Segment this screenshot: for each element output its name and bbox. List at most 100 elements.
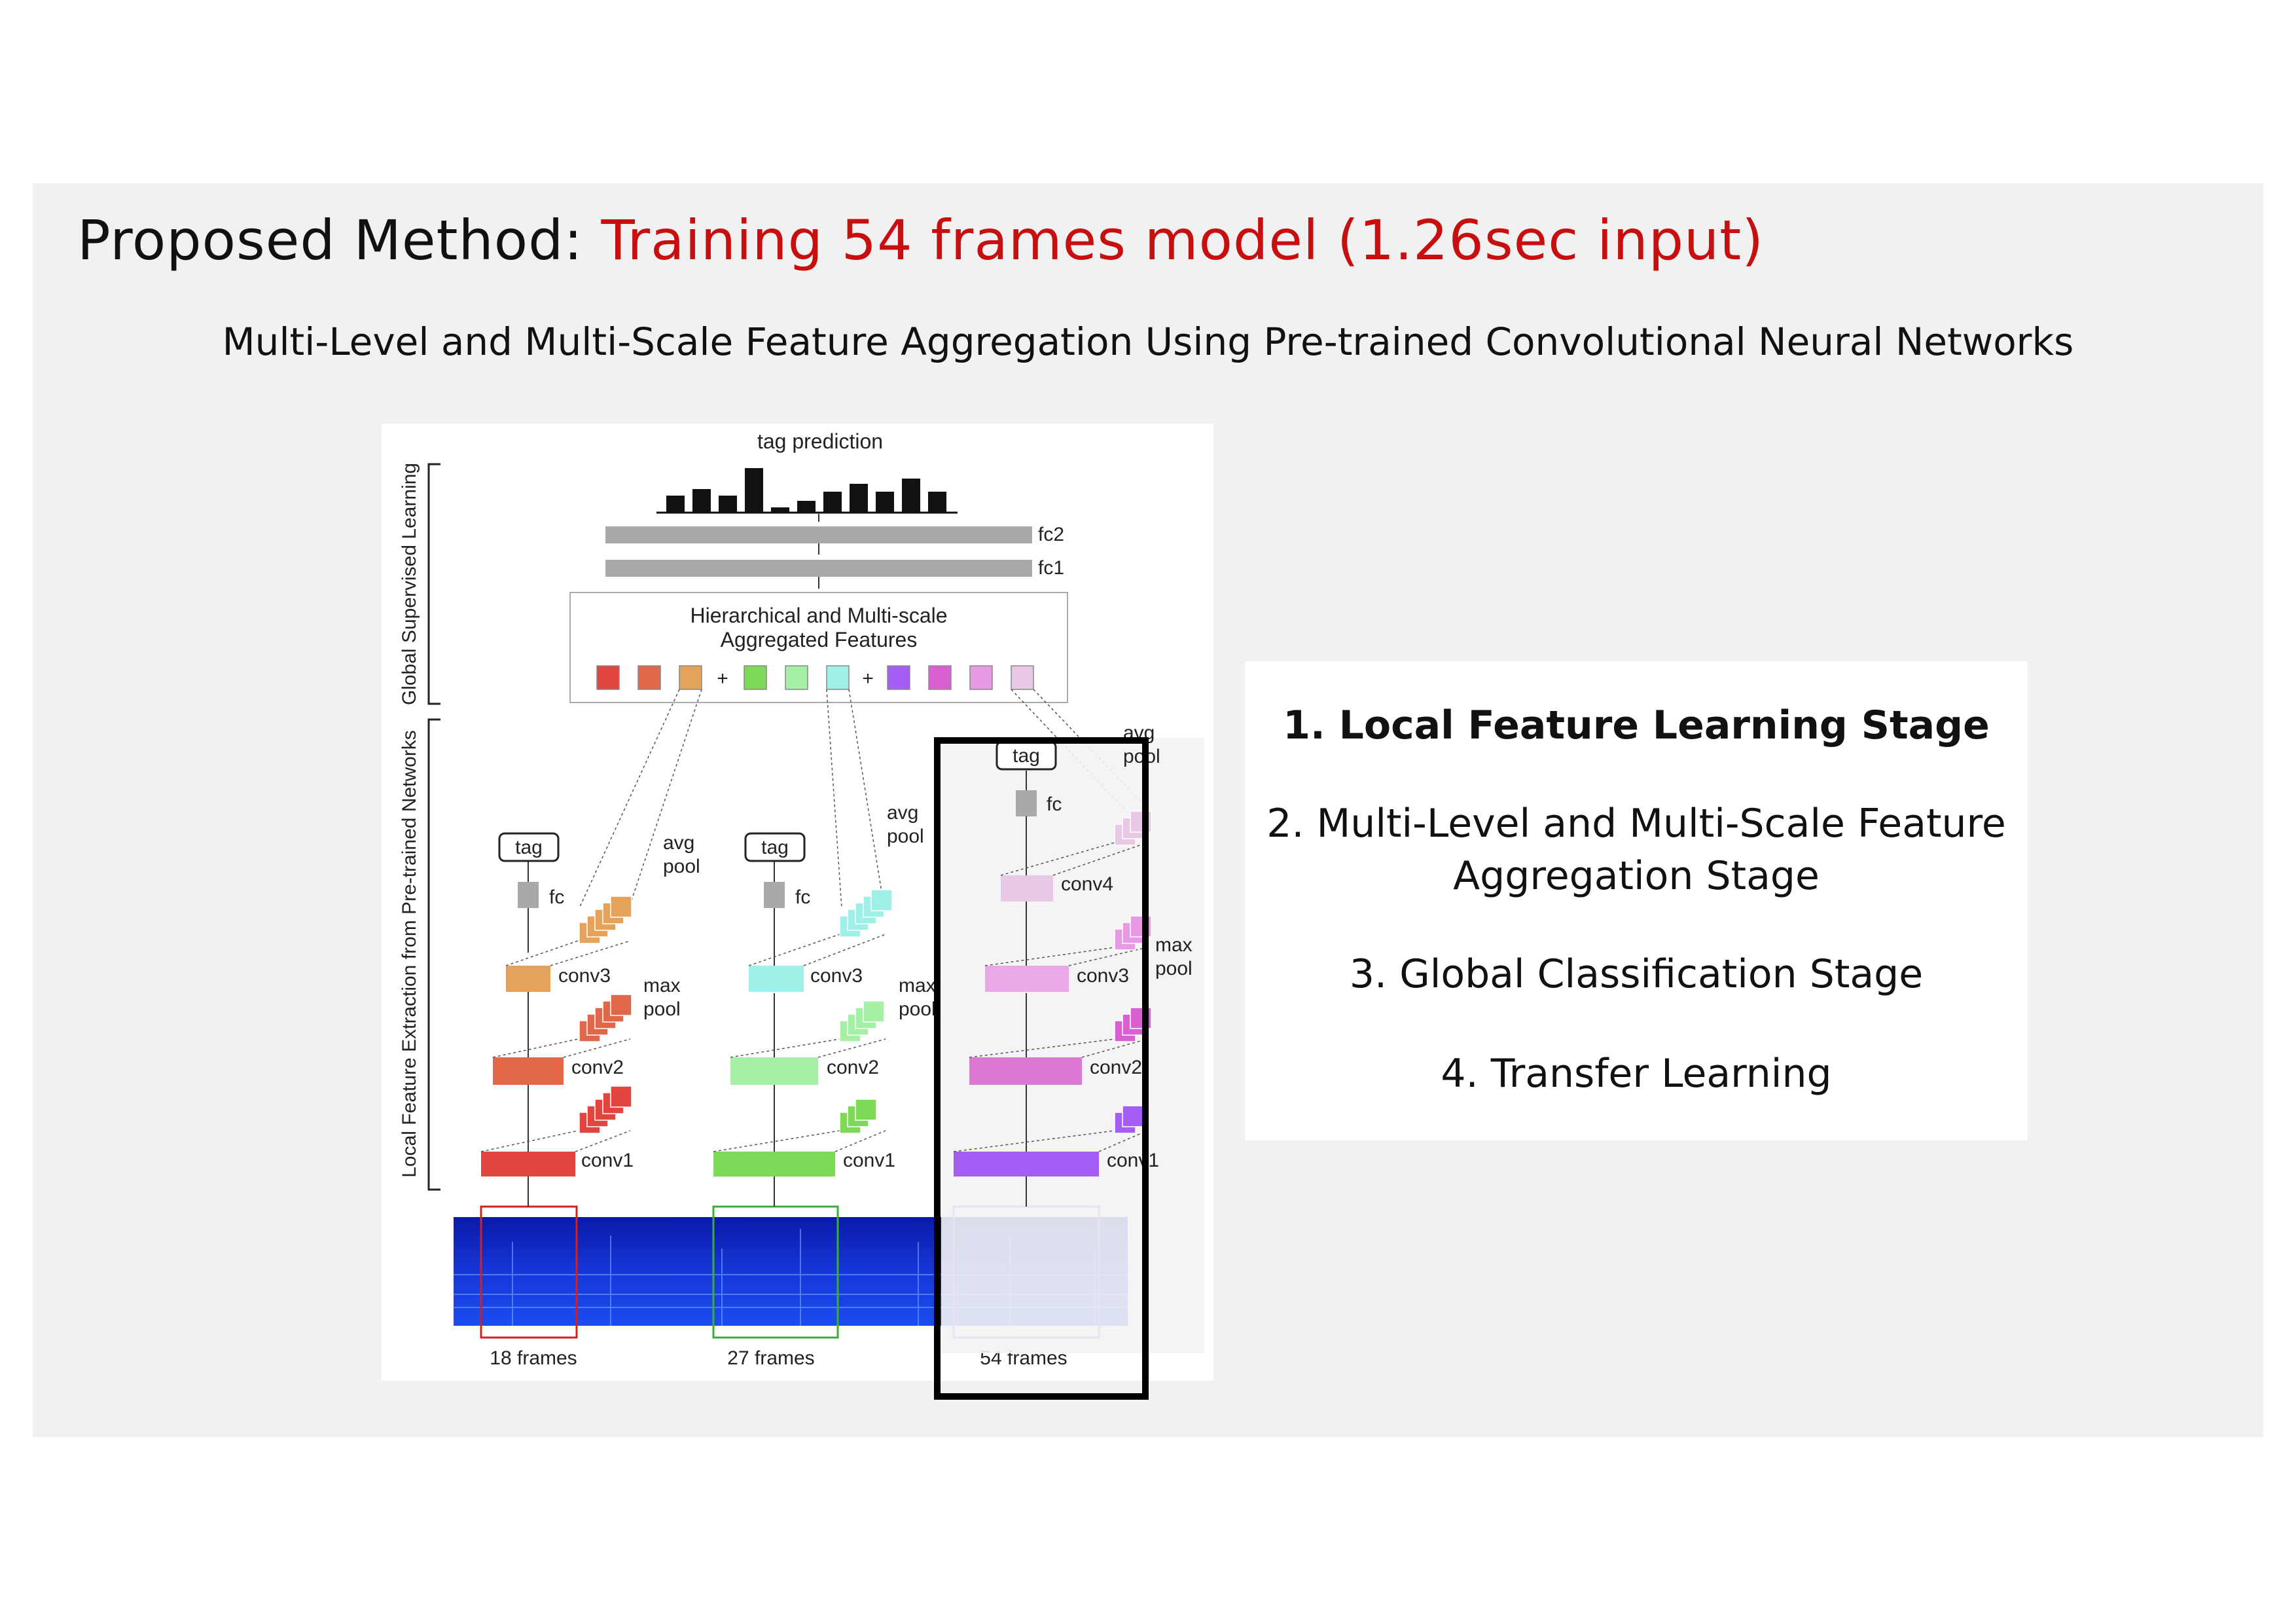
- local-label: Local Feature Extraction from Pre-traine…: [399, 730, 420, 1178]
- tag-prediction-label: tag prediction: [757, 429, 883, 453]
- pool-stack-conv1: [839, 1099, 877, 1134]
- conv1-label: conv1: [581, 1150, 634, 1171]
- conv1-layer: [954, 1152, 1099, 1176]
- pool-label: pool: [643, 998, 681, 1020]
- tag-prediction-bars: [666, 468, 946, 513]
- step-2-line1: 2. Multi-Level and Multi-Scale Feature: [1266, 801, 2006, 847]
- prediction-bar: [902, 479, 920, 513]
- conv3-layer: [749, 966, 804, 992]
- conv1-label: conv1: [1107, 1150, 1159, 1171]
- prediction-bar: [797, 501, 816, 513]
- fc1-label: fc1: [1038, 557, 1064, 579]
- architecture-diagram: Global Supervised Learning Local Feature…: [399, 429, 1204, 1369]
- feature-square: [596, 665, 620, 690]
- fc-label: fc: [549, 886, 564, 908]
- pool-label: pool: [1155, 958, 1193, 979]
- pool-label: pool: [899, 998, 936, 1020]
- feature-square: [826, 665, 850, 690]
- conv2-label: conv2: [571, 1057, 624, 1078]
- prediction-bar: [692, 489, 711, 513]
- conv2-label: conv2: [1090, 1057, 1142, 1078]
- step-3: 3. Global Classification Stage: [1349, 951, 1924, 997]
- plus-sign: +: [717, 668, 728, 689]
- fc1-layer: [605, 560, 1032, 577]
- pool-stack-conv2: [579, 994, 632, 1042]
- feature-square: [785, 665, 808, 690]
- title-prefix: Proposed Method:: [77, 208, 601, 272]
- conv2-layer: [969, 1057, 1082, 1085]
- conv1-layer: [713, 1152, 835, 1176]
- conv4-label: conv4: [1061, 873, 1113, 895]
- pool-stack-conv3: [839, 889, 893, 938]
- feature-square: [1011, 665, 1034, 690]
- step-1: 1. Local Feature Learning Stage: [1283, 702, 1990, 748]
- plus-sign: +: [862, 668, 874, 689]
- max-label: max: [899, 975, 936, 996]
- avg-label: avg: [663, 832, 694, 854]
- conv2-label: conv2: [827, 1057, 879, 1078]
- fc-layer: [1016, 790, 1037, 816]
- pool-stack-conv4: [1114, 811, 1152, 846]
- title-highlight: Training 54 frames model (1.26sec input): [601, 208, 1765, 272]
- prediction-bar: [928, 492, 946, 513]
- conv3-label: conv3: [558, 965, 611, 987]
- prediction-bar: [666, 496, 685, 513]
- tag-label: tag: [515, 837, 543, 858]
- network-27-frames: tag fc conv1 conv2 conv3 max pool avg po…: [713, 802, 936, 1207]
- pool-stack-conv1: [579, 1085, 632, 1134]
- network-18-frames: tag fc conv1 conv2 conv3 max pool avg po…: [480, 832, 700, 1207]
- fc-label: fc: [795, 886, 810, 908]
- conv3-label: conv3: [1077, 965, 1129, 987]
- window-27-frames: [712, 1205, 839, 1339]
- pool-stack-conv3: [579, 896, 632, 944]
- feature-square: [744, 665, 767, 690]
- aggregated-title-line1: Hierarchical and Multi-scale: [690, 604, 947, 627]
- prediction-bar: [850, 484, 868, 513]
- fc-layer: [764, 882, 785, 908]
- prediction-bar: [823, 492, 842, 513]
- aggregated-title-line2: Aggregated Features: [721, 628, 918, 651]
- global-bracket: [427, 463, 440, 705]
- feature-square: [887, 665, 910, 690]
- conv3-layer: [506, 966, 550, 992]
- aggregated-feature-squares: [596, 665, 1034, 690]
- feature-square: [928, 665, 952, 690]
- frames-27-label: 27 frames: [727, 1347, 814, 1369]
- column-54-backdrop: [941, 738, 1204, 1353]
- fc2-label: fc2: [1038, 524, 1064, 545]
- step-2-line2: Aggregation Stage: [1453, 853, 1820, 899]
- max-label: max: [643, 975, 681, 996]
- tag-box: [498, 832, 560, 862]
- feature-square: [969, 665, 993, 690]
- prediction-bar: [745, 468, 763, 513]
- conv2-layer: [730, 1057, 818, 1085]
- pool-label: pool: [1123, 746, 1160, 767]
- global-label: Global Supervised Learning: [399, 463, 420, 705]
- step-4: 4. Transfer Learning: [1441, 1051, 1832, 1097]
- pool-stack-conv1: [1114, 1105, 1144, 1134]
- frames-18-label: 18 frames: [490, 1347, 577, 1369]
- fc2-layer: [605, 526, 1032, 543]
- conv3-label: conv3: [810, 965, 863, 987]
- conv4-layer: [1001, 875, 1053, 902]
- slide-subtitle: Multi-Level and Multi-Scale Feature Aggr…: [222, 319, 2074, 364]
- network-54-frames: tag fc conv1 conv2 conv3 conv4 max pool …: [953, 722, 1193, 1207]
- tag-box: [744, 832, 806, 862]
- feature-square: [637, 665, 661, 690]
- architecture-figure: Global Supervised Learning Local Feature…: [382, 424, 1213, 1381]
- max-label: max: [1155, 934, 1193, 956]
- prediction-bar: [719, 496, 737, 513]
- feature-square: [679, 665, 702, 690]
- conv2-layer: [493, 1057, 564, 1085]
- stages-panel: 1. Local Feature Learning Stage 2. Multi…: [1245, 661, 2028, 1140]
- pool-label: pool: [663, 856, 700, 877]
- pool-label: pool: [887, 826, 924, 847]
- highlight-box-54-frames: [934, 737, 1149, 1400]
- slide-title: Proposed Method: Training 54 frames mode…: [77, 208, 1764, 272]
- conv3-layer: [985, 966, 1069, 992]
- tag-label: tag: [761, 837, 789, 858]
- pool-stack-conv2: [839, 1000, 885, 1042]
- conv1-layer: [481, 1152, 575, 1176]
- pool-stack-conv2: [1114, 1007, 1152, 1042]
- fc-label: fc: [1047, 793, 1062, 815]
